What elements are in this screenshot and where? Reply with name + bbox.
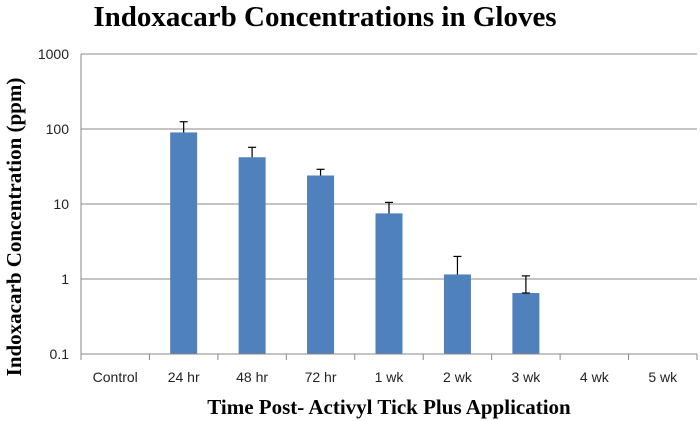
x-axis-title: Time Post- Activyl Tick Plus Application: [207, 395, 571, 419]
x-tick-label: 1 wk: [375, 369, 405, 385]
bar: [375, 213, 403, 354]
bar: [512, 293, 540, 354]
bar: [238, 157, 266, 354]
x-tick-label: 48 hr: [236, 369, 268, 385]
x-tick-label: 3 wk: [511, 369, 541, 385]
y-axis-title: Indoxacarb Concentration (ppm): [2, 78, 26, 377]
x-tick-label: 5 wk: [648, 369, 678, 385]
y-tick-label: 1: [61, 271, 69, 287]
bars: [170, 132, 540, 354]
error-bars: [179, 121, 530, 294]
chart-title: Indoxacarb Concentrations in Gloves: [93, 1, 556, 33]
y-tick-label: 100: [46, 121, 70, 137]
bar: [443, 274, 471, 354]
x-tick-label: 24 hr: [168, 369, 200, 385]
bar: [307, 175, 335, 354]
y-tick-labels: 0.1 1 10 100 1000: [38, 46, 69, 362]
bar: [170, 132, 198, 354]
y-tick-label: 10: [53, 196, 69, 212]
x-tick-label: 4 wk: [580, 369, 610, 385]
x-tick-label: 72 hr: [305, 369, 337, 385]
x-tick-labels: Control 24 hr 48 hr 72 hr 1 wk 2 wk 3 wk 4 wk 5 …: [80, 354, 698, 385]
y-tick-label: 0.1: [50, 346, 70, 362]
x-tick-label: Control: [93, 369, 138, 385]
x-tick-label: 2 wk: [443, 369, 473, 385]
y-tick-label: 1000: [38, 46, 69, 62]
